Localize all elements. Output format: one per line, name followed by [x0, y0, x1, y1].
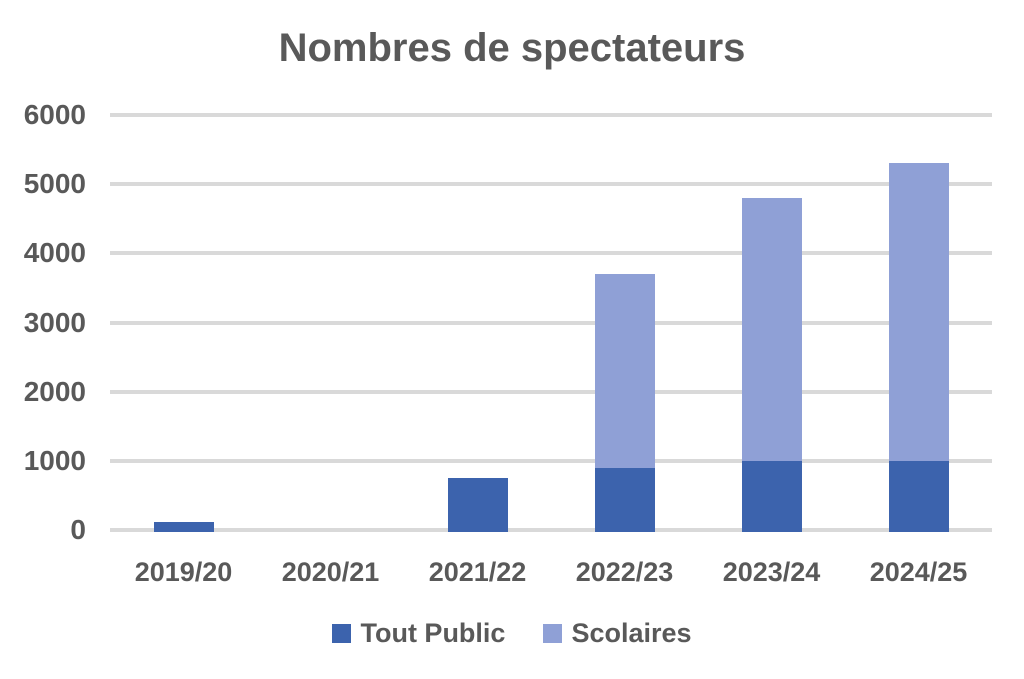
bar-segment-tout-public-2023-24	[741, 460, 802, 532]
x-axis-tick-label: 2024/25	[869, 557, 968, 587]
x-axis-tick-label: 2021/22	[428, 557, 527, 587]
bar-segment-scolaires-2023-24	[741, 198, 802, 461]
gridline-0	[110, 528, 992, 532]
gridline-2000	[110, 389, 992, 394]
y-axis-tick-label: 0	[70, 514, 86, 545]
legend-item-scolaires: Scolaires	[543, 618, 692, 648]
chart-title: Nombres de spectateurs	[278, 26, 746, 70]
bar-segment-tout-public-2021-22	[447, 478, 508, 532]
gridline-3000	[110, 320, 992, 325]
y-axis-tick-label: 3000	[23, 306, 86, 338]
bar-segment-tout-public-2019-20	[153, 521, 214, 532]
bar-segment-scolaires-2022-23	[594, 274, 655, 468]
y-axis-tick-label: 1000	[23, 444, 86, 476]
gridline-5000	[110, 182, 992, 187]
bar-segment-tout-public-2022-23	[594, 467, 655, 532]
gridline-1000	[110, 458, 992, 463]
legend-label: Tout Public	[360, 618, 506, 648]
y-axis-tick-label: 6000	[23, 99, 86, 130]
y-axis-tick-label: 5000	[23, 168, 86, 200]
bar-segment-scolaires-2024-25	[888, 163, 949, 461]
x-axis-tick-label: 2019/20	[134, 557, 233, 587]
gridline-4000	[110, 251, 992, 256]
legend-label: Scolaires	[571, 618, 692, 648]
x-axis-tick-label: 2022/23	[575, 557, 674, 587]
x-axis-tick-label: 2020/21	[281, 557, 380, 587]
y-axis-tick-label: 4000	[23, 237, 86, 269]
legend-swatch-scolaires	[543, 624, 563, 643]
legend-item-tout-public: Tout Public	[332, 620, 505, 647]
legend-swatch-tout-public	[332, 624, 352, 643]
gridline-6000	[110, 113, 992, 117]
bar-segment-tout-public-2024-25	[888, 460, 949, 532]
legend: Tout Public Scolaires	[0, 620, 1024, 647]
y-axis-tick-label: 2000	[23, 375, 86, 407]
x-axis-tick-label: 2023/24	[722, 557, 821, 587]
